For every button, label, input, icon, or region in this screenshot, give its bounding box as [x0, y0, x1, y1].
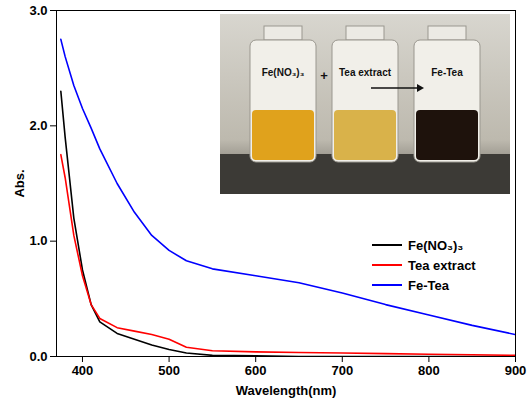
svg-text:Tea extract: Tea extract — [339, 67, 392, 78]
svg-text:700: 700 — [331, 363, 353, 378]
svg-text:3.0: 3.0 — [29, 3, 47, 18]
svg-text:Abs.: Abs. — [12, 169, 27, 197]
svg-text:400: 400 — [72, 363, 94, 378]
svg-text:900: 900 — [505, 363, 527, 378]
svg-text:Wavelength(nm): Wavelength(nm) — [236, 383, 337, 398]
svg-text:800: 800 — [418, 363, 440, 378]
html-text:Fe-Tea: Fe-Tea — [408, 277, 449, 293]
svg-text:+: + — [320, 68, 328, 83]
svg-text:500: 500 — [158, 363, 180, 378]
svg-text:2.0: 2.0 — [29, 118, 47, 133]
svg-text:1.0: 1.0 — [29, 233, 47, 248]
svg-text:0.0: 0.0 — [29, 349, 47, 364]
svg-text:Fe(NO₃)₃: Fe(NO₃)₃ — [262, 67, 305, 78]
svg-text:Fe-Tea: Fe-Tea — [431, 67, 463, 78]
html-text:Fe(NO₃)₃: Fe(NO₃)₃ — [408, 237, 464, 253]
svg-text:600: 600 — [245, 363, 267, 378]
html-text:Tea extract: Tea extract — [408, 257, 476, 273]
